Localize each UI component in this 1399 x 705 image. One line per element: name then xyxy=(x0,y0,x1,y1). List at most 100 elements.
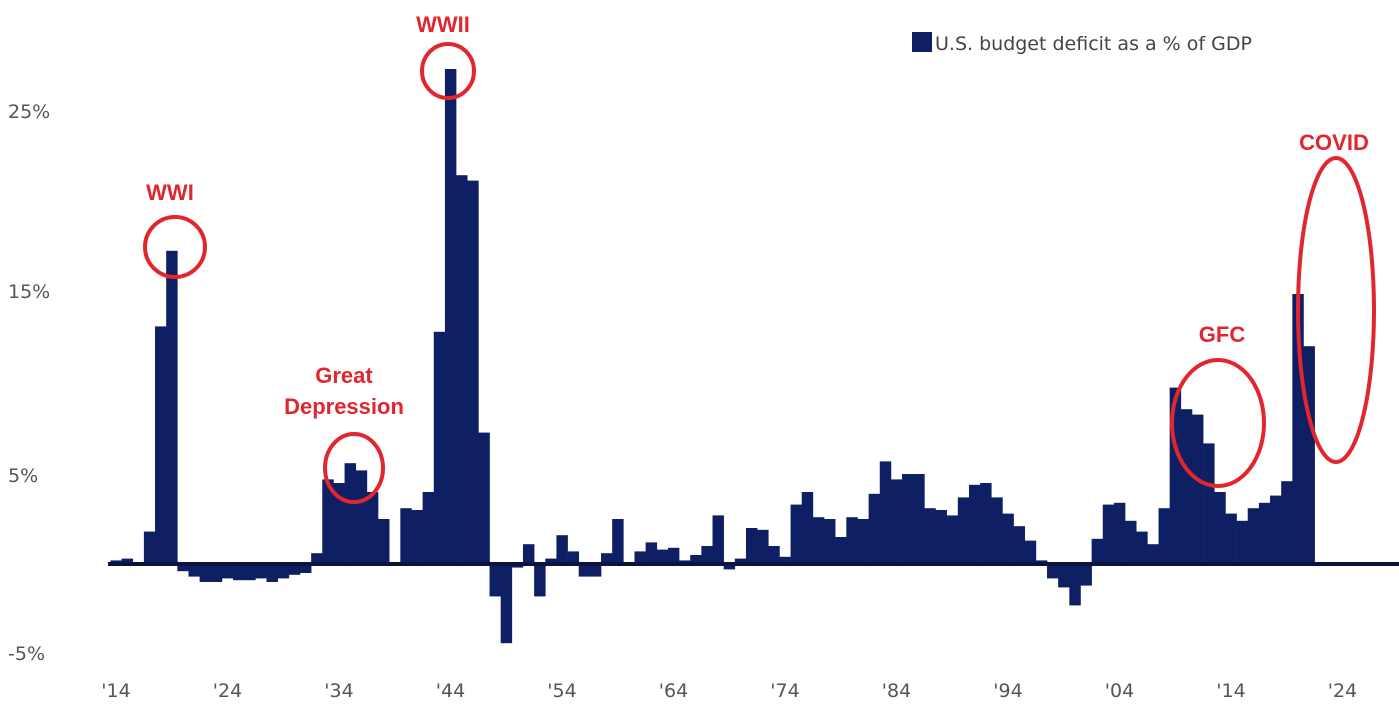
bar-1968 xyxy=(712,515,724,564)
bar-1986 xyxy=(913,474,925,564)
bar-1963 xyxy=(656,549,669,564)
bar-2012 xyxy=(1203,443,1215,564)
bar-2005 xyxy=(1125,520,1137,564)
bar-1934 xyxy=(333,483,345,564)
bar-2020 xyxy=(1292,294,1304,564)
bar-1941 xyxy=(411,510,423,564)
bar-1947 xyxy=(478,432,490,564)
bar-1967 xyxy=(701,546,713,564)
y-tick-label-15: 15% xyxy=(8,281,50,303)
bar-1964 xyxy=(667,547,680,564)
bar-2013 xyxy=(1214,492,1226,564)
bar-1996 xyxy=(1024,540,1037,564)
bar-1948 xyxy=(489,564,501,597)
bar-1958 xyxy=(601,553,613,564)
bar-1972 xyxy=(757,529,769,564)
bar-1933 xyxy=(322,479,334,564)
annotation-circle-wwii xyxy=(420,42,476,100)
annotation-circle-gfc xyxy=(1170,358,1266,488)
bar-1974 xyxy=(779,556,791,564)
bar-1990 xyxy=(957,497,970,564)
legend: U.S. budget deficit as a % of GDP xyxy=(912,32,1252,55)
x-tick-label-10: '14 xyxy=(1216,680,1245,702)
bar-1942 xyxy=(422,492,435,564)
bar-2003 xyxy=(1102,504,1115,564)
bar-1979 xyxy=(835,537,847,564)
bar-1995 xyxy=(1013,526,1026,564)
bar-1943 xyxy=(433,331,446,564)
bar-1923 xyxy=(210,564,223,582)
annotation-circle-wwi xyxy=(143,215,207,279)
bar-1980 xyxy=(846,517,858,564)
bar-1971 xyxy=(745,528,758,564)
bar-1915 xyxy=(121,558,134,564)
bar-1917 xyxy=(143,531,156,564)
bar-2021 xyxy=(1303,346,1315,564)
bar-1918 xyxy=(155,326,167,564)
bar-1962 xyxy=(645,542,658,564)
bar-1998 xyxy=(1047,564,1059,579)
annotation-depression: Depression xyxy=(284,394,404,419)
x-tick-label-8: '94 xyxy=(993,680,1022,702)
legend-swatch xyxy=(912,32,932,52)
bar-2015 xyxy=(1236,520,1249,564)
bar-2016 xyxy=(1247,508,1260,564)
x-axis-labels: '14 '24 '34 '44 '54 '64 '74 '84 '94 '04 '14 '24 xyxy=(101,680,1357,702)
bar-2001 xyxy=(1080,564,1092,586)
bar-1925 xyxy=(233,564,245,581)
bar-1936 xyxy=(355,470,368,564)
x-tick-label-4: '54 xyxy=(547,680,576,702)
bar-1966 xyxy=(690,555,702,564)
bar-1952 xyxy=(534,564,546,597)
bar-2000 xyxy=(1069,564,1081,606)
bar-1951 xyxy=(522,544,535,564)
bar-1954 xyxy=(556,535,568,564)
bar-1981 xyxy=(857,519,869,564)
annotation-wwi: WWI xyxy=(146,180,194,205)
bar-1991 xyxy=(968,484,981,564)
bar-1929 xyxy=(277,564,290,579)
bar-1973 xyxy=(768,546,780,564)
x-tick-label-11: '24 xyxy=(1328,680,1357,702)
bar-1930 xyxy=(288,564,301,575)
event-annotations: WWI Great Depression WWII GFC COVID xyxy=(143,12,1376,504)
bar-1976 xyxy=(801,492,814,564)
bar-1988 xyxy=(935,510,947,564)
bar-2007 xyxy=(1147,544,1159,564)
bar-1959 xyxy=(612,519,624,564)
bar-2009 xyxy=(1169,387,1182,564)
bar-1945 xyxy=(456,175,468,564)
bar-1975 xyxy=(790,504,803,564)
bar-1944 xyxy=(444,69,457,564)
x-tick-label-2: '34 xyxy=(324,680,353,702)
x-tick-label-5: '64 xyxy=(659,680,688,702)
bar-2019 xyxy=(1281,481,1293,564)
bar-2018 xyxy=(1270,495,1282,564)
x-tick-label-0: '14 xyxy=(101,680,130,702)
bar-1920 xyxy=(177,564,189,572)
y-tick-label-25: 25% xyxy=(8,101,50,123)
bar-1955 xyxy=(567,551,580,564)
bar-1928 xyxy=(266,564,278,582)
bar-series xyxy=(110,69,1315,644)
bar-1938 xyxy=(378,519,390,564)
x-tick-label-9: '04 xyxy=(1105,680,1134,702)
bar-1953 xyxy=(545,558,557,564)
annotation-circle-great-depression xyxy=(323,432,385,504)
bar-1999 xyxy=(1058,564,1070,588)
y-tick-label-5: 5% xyxy=(8,465,38,487)
bar-2017 xyxy=(1258,502,1271,564)
bar-1956 xyxy=(578,564,591,577)
bar-1992 xyxy=(980,483,992,564)
bar-1926 xyxy=(244,564,256,581)
bar-1924 xyxy=(221,564,234,579)
bar-1921 xyxy=(188,564,200,577)
bar-2006 xyxy=(1136,531,1148,564)
bar-1984 xyxy=(890,479,903,564)
annotation-wwii: WWII xyxy=(416,12,470,37)
bar-1985 xyxy=(902,474,914,564)
bar-2010 xyxy=(1180,409,1193,564)
legend-label: U.S. budget deficit as a % of GDP xyxy=(935,33,1252,55)
bar-1949 xyxy=(500,564,513,644)
